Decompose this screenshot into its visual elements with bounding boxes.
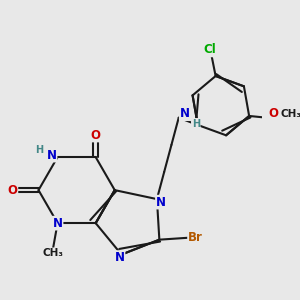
Text: H: H xyxy=(192,119,200,129)
Text: Cl: Cl xyxy=(203,44,216,56)
Text: Br: Br xyxy=(188,231,203,244)
Text: N: N xyxy=(180,107,190,120)
Text: CH₃: CH₃ xyxy=(281,109,300,119)
Text: O: O xyxy=(8,184,17,196)
Text: N: N xyxy=(156,196,166,208)
Text: O: O xyxy=(268,107,278,120)
Text: N: N xyxy=(52,217,63,230)
Text: O: O xyxy=(91,128,101,142)
Text: N: N xyxy=(115,251,124,264)
Text: H: H xyxy=(35,145,44,155)
Text: N: N xyxy=(46,148,56,162)
Text: CH₃: CH₃ xyxy=(42,248,63,258)
